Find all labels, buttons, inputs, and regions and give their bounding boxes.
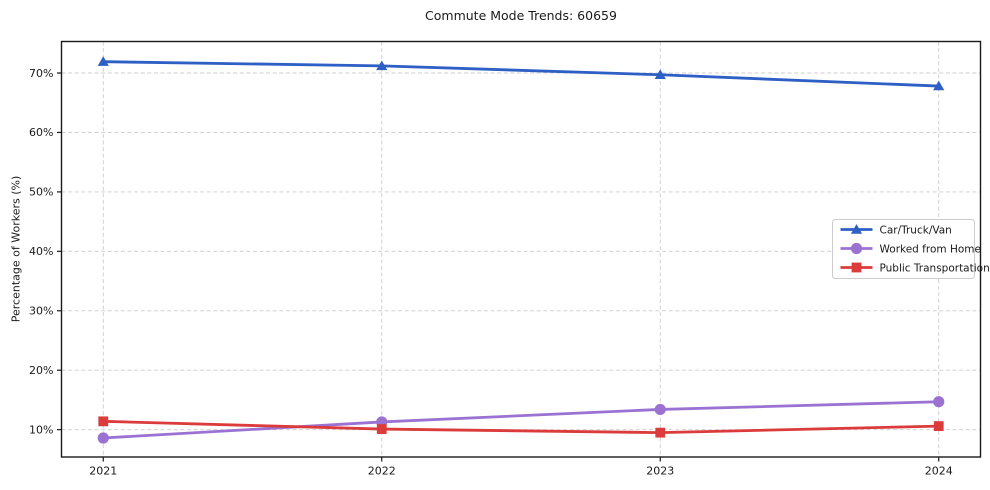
legend-label: Worked from Home: [880, 243, 981, 255]
series-line-public-transportation: [101, 419, 941, 435]
legend-marker-circle: [850, 242, 863, 255]
legend-marker-triangle: [850, 224, 863, 234]
data-point-marker: [97, 56, 109, 66]
x-tick-label: 2022: [368, 465, 396, 478]
y-tick-label: 30%: [29, 305, 53, 318]
x-tick-label: 2021: [89, 465, 117, 478]
legend-label: Car/Truck/Van: [880, 224, 952, 236]
data-point-marker: [97, 432, 109, 444]
x-tick-label: 2024: [925, 465, 953, 478]
series-line-car-truck-van: [101, 60, 941, 88]
legend-box: [832, 219, 975, 279]
y-tick-label: 20%: [29, 364, 53, 377]
y-tick-label: 60%: [29, 126, 53, 139]
legend-marker-square: [851, 262, 862, 273]
data-point-marker: [654, 69, 666, 79]
data-point-marker: [933, 80, 945, 91]
y-tick-label: 10%: [29, 423, 53, 436]
x-tick-label: 2023: [646, 465, 674, 478]
y-tick-label: 50%: [29, 186, 53, 199]
data-point-marker: [933, 421, 944, 431]
chart-title: Commute Mode Trends: 60659: [425, 8, 617, 23]
plot-border: [60, 40, 982, 458]
legend-label: Public Transportation: [880, 262, 990, 274]
data-point-marker: [376, 60, 388, 71]
series-line-worked-from-home: [101, 400, 941, 440]
data-point-marker: [98, 416, 109, 427]
y-tick-label: 70%: [29, 67, 53, 80]
data-point-marker: [933, 396, 945, 408]
data-point-marker: [655, 427, 666, 438]
y-tick-label: 40%: [29, 245, 53, 258]
data-point-marker: [654, 403, 666, 416]
data-point-marker: [376, 424, 387, 434]
